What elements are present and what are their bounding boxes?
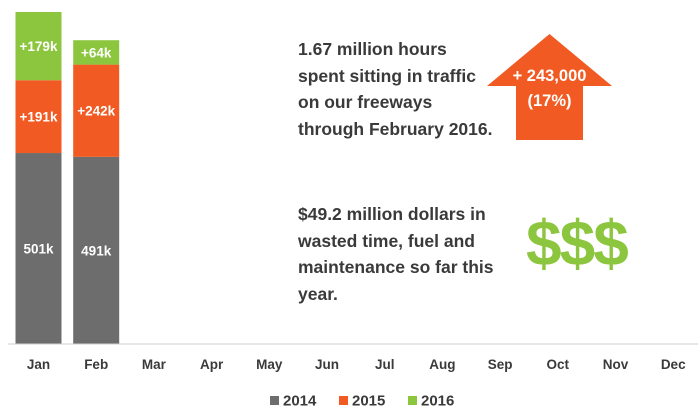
x-tick-label: Dec bbox=[661, 357, 686, 372]
x-tick-label: Jul bbox=[375, 357, 395, 372]
legend-label-2016: 2016 bbox=[421, 393, 454, 410]
bar-jan-2016 bbox=[15, 12, 62, 81]
data-label: 491k bbox=[81, 243, 112, 258]
data-label: +179k bbox=[20, 39, 58, 54]
arrow-increase-text: + 243,000 (17%) bbox=[487, 64, 612, 114]
data-label: +242k bbox=[77, 104, 115, 119]
x-tick-label: Apr bbox=[200, 357, 224, 372]
annotation-dollars: $49.2 million dollars in wasted time, fu… bbox=[298, 204, 494, 304]
x-tick-label: Mar bbox=[142, 357, 167, 372]
x-tick-label: Jan bbox=[27, 357, 50, 372]
x-tick-label: Oct bbox=[547, 357, 570, 372]
legend-swatch-2015 bbox=[339, 396, 348, 405]
data-label: 501k bbox=[23, 242, 54, 257]
data-label: +64k bbox=[81, 45, 112, 60]
legend-swatch-2014 bbox=[270, 396, 279, 405]
x-tick-label: May bbox=[256, 357, 283, 372]
legend-label-2015: 2015 bbox=[352, 393, 385, 410]
up-arrow-icon bbox=[487, 34, 612, 140]
bar-jan-2015 bbox=[15, 80, 62, 154]
x-tick-label: Nov bbox=[603, 357, 629, 372]
data-label: +191k bbox=[20, 110, 58, 125]
legend-swatch-2016 bbox=[408, 396, 417, 405]
annotation-hours: 1.67 million hours spent sitting in traf… bbox=[298, 39, 493, 139]
x-tick-labels: Jan Feb Mar Apr May Jun Jul Aug Sep Oct Nov Dec bbox=[27, 357, 686, 372]
bar-feb-2016 bbox=[73, 40, 120, 65]
x-tick-label: Feb bbox=[84, 357, 108, 372]
x-tick-label: Sep bbox=[488, 357, 513, 372]
arrow-increase-value: + 243,000 bbox=[512, 67, 587, 85]
bar-jan-2014 bbox=[15, 153, 62, 344]
bar-feb-2015 bbox=[73, 64, 120, 157]
legend-label-2014: 2014 bbox=[283, 393, 317, 410]
bar-feb-2014 bbox=[73, 156, 120, 344]
arrow-increase-percent: (17%) bbox=[527, 92, 572, 110]
legend: 2014 2015 2016 bbox=[270, 393, 454, 410]
x-tick-label: Jun bbox=[315, 357, 339, 372]
bars-layer: 501k +191k +179k 491k +242k +64k bbox=[15, 12, 120, 344]
x-tick-label: Aug bbox=[429, 357, 455, 372]
dollar-signs: $$$ bbox=[526, 207, 629, 279]
